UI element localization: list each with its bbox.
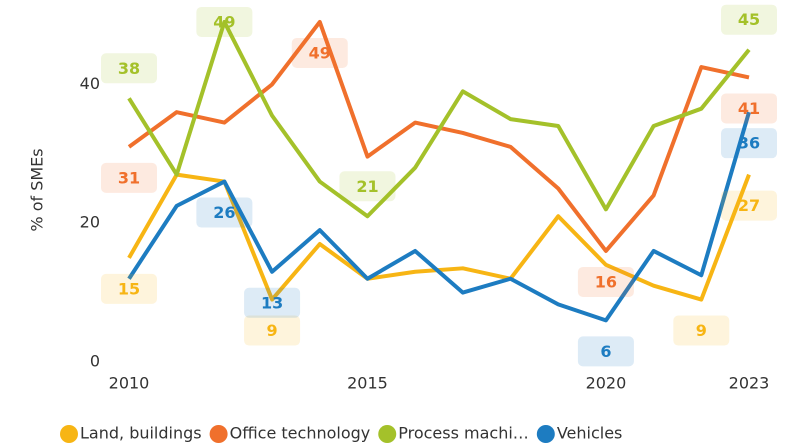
x-tick-label: 2020 [586, 374, 627, 393]
legend-label: Process machi… [398, 424, 529, 443]
value-label: 16 [595, 272, 617, 291]
value-label-box [244, 287, 301, 318]
value-label-box [196, 197, 253, 228]
legend-swatch [209, 425, 228, 443]
value-label-box [101, 273, 157, 304]
value-label: 21 [356, 177, 378, 196]
value-label: 49 [309, 43, 331, 62]
value-label: 41 [738, 99, 760, 118]
value-label-box [577, 266, 634, 297]
legend-swatch [536, 425, 555, 443]
legend-label: Land, buildings [80, 424, 202, 443]
value-label: 36 [738, 134, 760, 153]
value-label: 26 [213, 203, 235, 222]
x-tick-label: 2023 [729, 374, 770, 393]
value-label-box [339, 171, 396, 202]
value-label-box [721, 190, 777, 221]
value-label: 45 [738, 10, 760, 29]
legend-label: Vehicles [557, 424, 623, 443]
value-label: 38 [118, 59, 140, 78]
value-label: 9 [267, 321, 278, 340]
value-label-box [244, 315, 301, 346]
y-tick-label: 0 [90, 352, 100, 371]
legend-label: Office technology [230, 424, 371, 443]
value-label: 6 [600, 342, 611, 361]
x-tick-label: 2010 [109, 374, 150, 393]
value-label-box [577, 336, 634, 367]
value-label: 9 [696, 321, 707, 340]
x-tick-label: 2015 [347, 374, 388, 393]
legend-swatch [60, 425, 78, 443]
value-label-box [721, 128, 777, 159]
value-label: 15 [118, 279, 140, 298]
series-line [127, 111, 751, 323]
value-label: 31 [118, 168, 140, 187]
value-label-box [291, 37, 348, 68]
value-label-box [196, 6, 253, 37]
y-axis-label: % of SMEs [28, 148, 47, 231]
value-label-box [721, 93, 777, 124]
y-tick-label: 20 [80, 213, 100, 232]
value-label-box [101, 162, 157, 193]
value-label-box [101, 53, 157, 84]
series-line [127, 19, 751, 219]
legend-swatch [378, 425, 397, 443]
value-label: 13 [261, 293, 283, 312]
value-label-box [673, 315, 730, 346]
value-label: 27 [738, 196, 760, 215]
value-label-box [721, 4, 777, 35]
value-label: 49 [213, 12, 235, 31]
y-tick-label: 40 [80, 74, 100, 93]
